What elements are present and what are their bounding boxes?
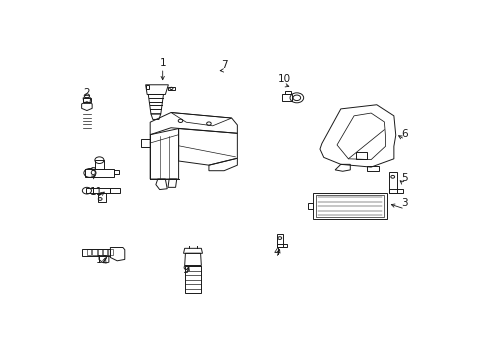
Text: 12: 12 [96, 255, 109, 265]
Text: 2: 2 [83, 88, 90, 98]
Text: 11: 11 [89, 187, 102, 197]
Text: 1: 1 [159, 58, 165, 68]
Bar [312, 193, 386, 219]
Bar [97, 249, 102, 255]
Bar [281, 94, 292, 102]
Bar [145, 85, 149, 89]
Bar [87, 249, 91, 255]
Bar [285, 91, 290, 94]
Text: 10: 10 [277, 74, 290, 84]
Bar [388, 172, 396, 193]
Bar [355, 152, 366, 159]
Text: 6: 6 [401, 129, 407, 139]
Text: 4: 4 [272, 247, 279, 257]
Bar [308, 203, 312, 209]
Bar [114, 170, 119, 174]
Bar [102, 249, 107, 255]
Bar [315, 195, 384, 217]
Text: 8: 8 [89, 167, 95, 177]
Bar [92, 249, 97, 255]
Text: 9: 9 [183, 265, 189, 275]
Bar [108, 249, 112, 255]
Bar [276, 234, 282, 247]
Bar [276, 244, 286, 247]
Text: 5: 5 [400, 174, 407, 184]
Text: 7: 7 [220, 60, 227, 70]
Bar [83, 98, 90, 102]
Bar [388, 189, 403, 193]
Text: 3: 3 [401, 198, 407, 208]
Bar [184, 266, 201, 293]
